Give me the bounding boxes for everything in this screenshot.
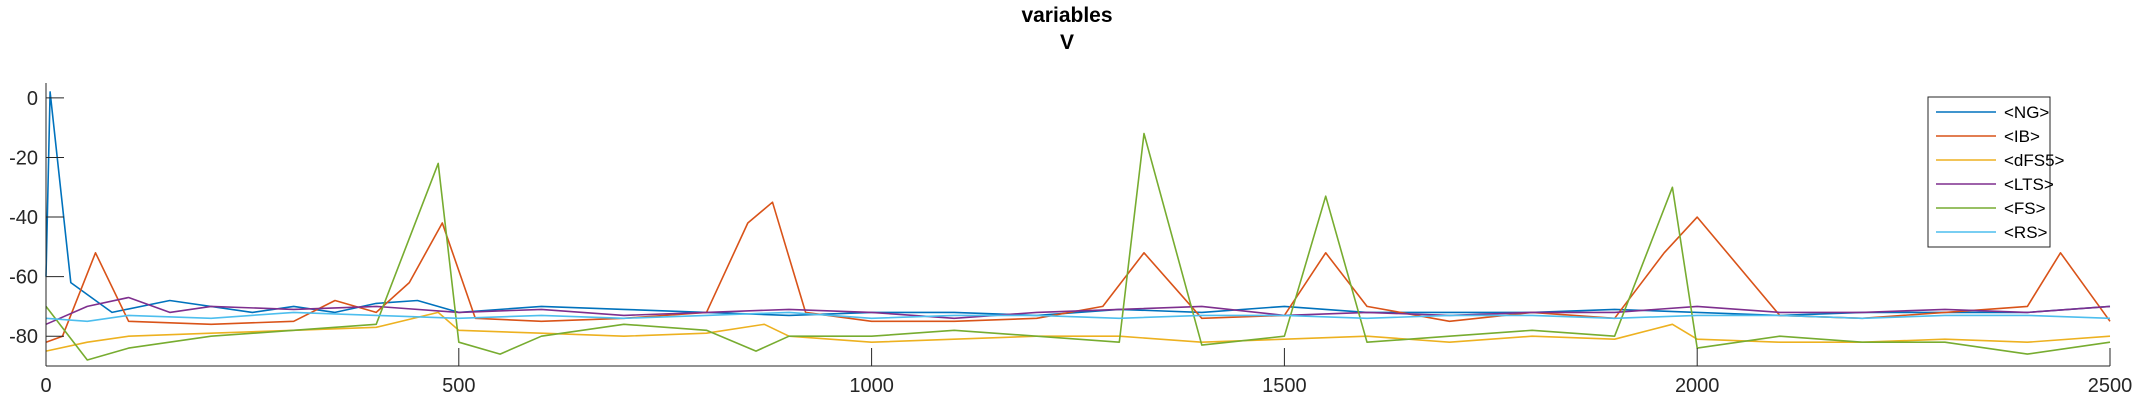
plot-area	[45, 91, 2111, 361]
series-line-0	[45, 91, 2111, 317]
legend-label-0: <NG>	[2004, 103, 2049, 122]
legend-label-1: <IB>	[2004, 127, 2040, 146]
x-tick-label: 2000	[1675, 375, 1720, 397]
legend: <NG> <IB> <dFS5> <LTS> <FS> <RS>	[1927, 96, 2065, 248]
series-line-2	[45, 311, 2111, 352]
chart-subtitle: V	[1060, 31, 1074, 54]
series-line-1	[45, 201, 2111, 343]
y-tick-label: 0	[27, 88, 38, 110]
legend-box	[1927, 96, 2051, 248]
x-tick-label: 1500	[1262, 375, 1307, 397]
series-line-5	[45, 311, 2111, 323]
x-tick-label: 500	[442, 375, 475, 397]
legend-label-4: <FS>	[2004, 199, 2046, 218]
axes: 0 500 1000 1500 2000 2500 0 -20 -40 -60 -80	[9, 83, 2132, 397]
y-tick-label: -40	[9, 207, 38, 229]
chart-title: variables	[1021, 4, 1112, 27]
y-tick-label: -20	[9, 147, 38, 169]
series-line-4	[45, 132, 2111, 361]
x-tick-label: 0	[40, 375, 51, 397]
legend-label-2: <dFS5>	[2004, 151, 2065, 170]
x-tick-label: 2500	[2088, 375, 2133, 397]
series-line-3	[45, 296, 2111, 326]
legend-label-3: <LTS>	[2004, 175, 2054, 194]
x-tick-label: 1000	[849, 375, 894, 397]
y-tick-label: -60	[9, 267, 38, 289]
legend-label-5: <RS>	[2004, 223, 2048, 242]
y-tick-label: -80	[9, 326, 38, 348]
